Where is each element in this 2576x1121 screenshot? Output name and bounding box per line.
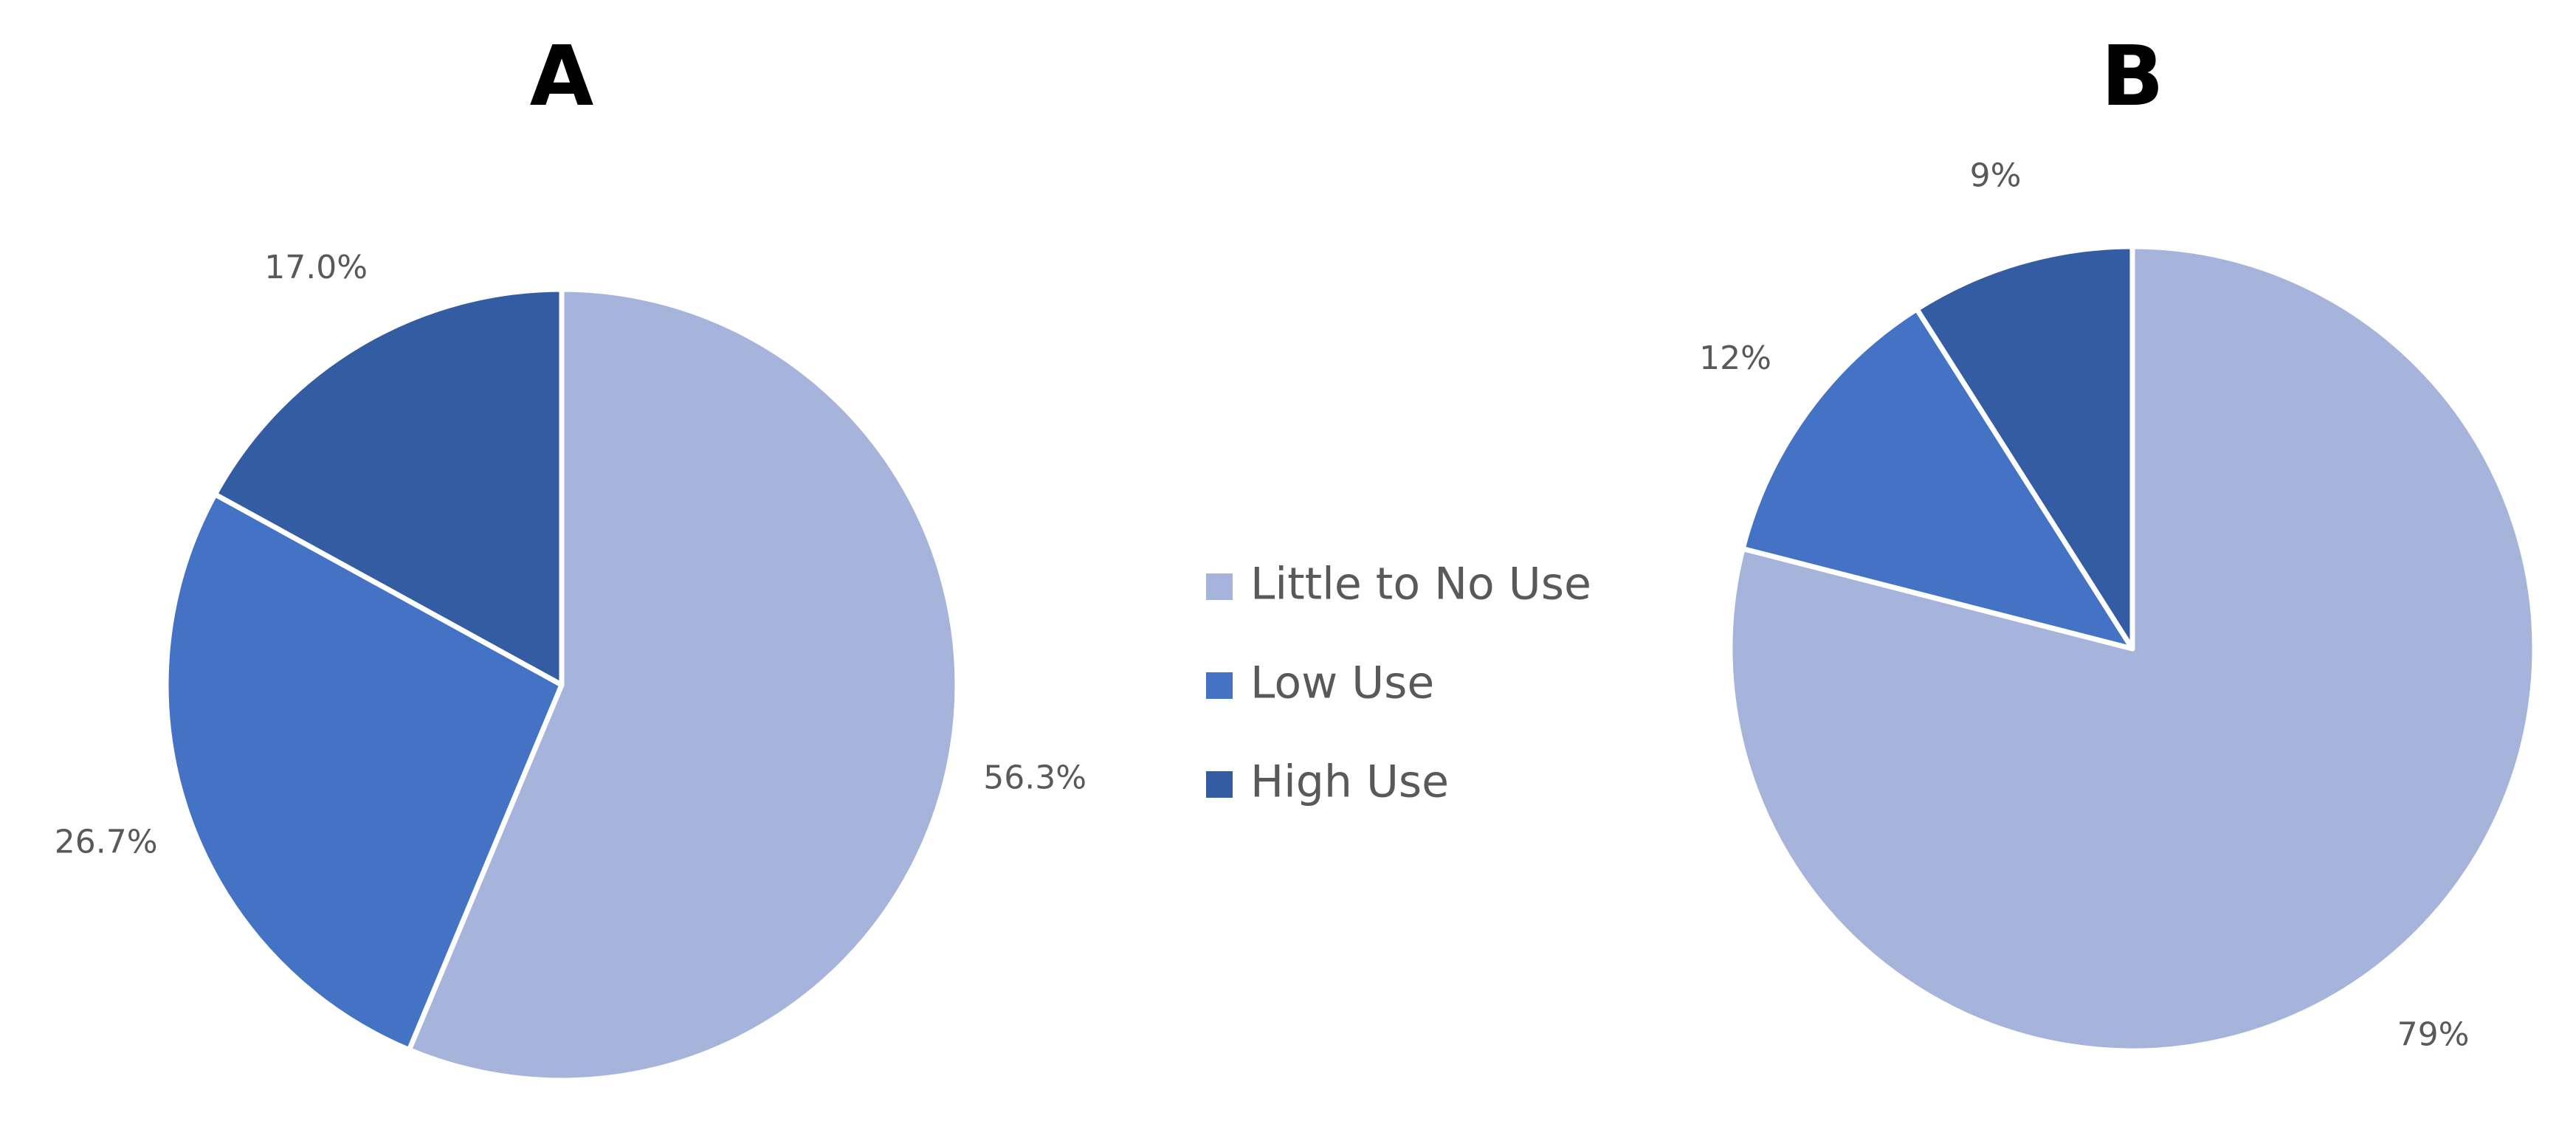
data-label: 26.7%: [55, 824, 158, 861]
pie-slice: [1727, 244, 2538, 1054]
data-label: 17.0%: [264, 249, 368, 286]
legend-label: Low Use: [1250, 658, 1434, 709]
legend-label: High Use: [1250, 756, 1449, 808]
chart-title: A: [530, 29, 594, 125]
legend-swatch: [1206, 573, 1233, 600]
data-label: 12%: [1699, 339, 1771, 377]
legend-label: Little to No Use: [1250, 559, 1591, 610]
data-label: 56.3%: [983, 759, 1086, 797]
pie-slice: [406, 286, 960, 1083]
pie-slice: [212, 286, 565, 688]
data-label: 9%: [1970, 157, 2022, 195]
chart-title: B: [2101, 29, 2163, 125]
pie-slice: [1914, 244, 2135, 652]
data-label: 79%: [2397, 1015, 2470, 1053]
legend-swatch: [1206, 672, 1233, 699]
legend-swatch: [1206, 771, 1233, 798]
pie-slice: [1740, 306, 2135, 652]
